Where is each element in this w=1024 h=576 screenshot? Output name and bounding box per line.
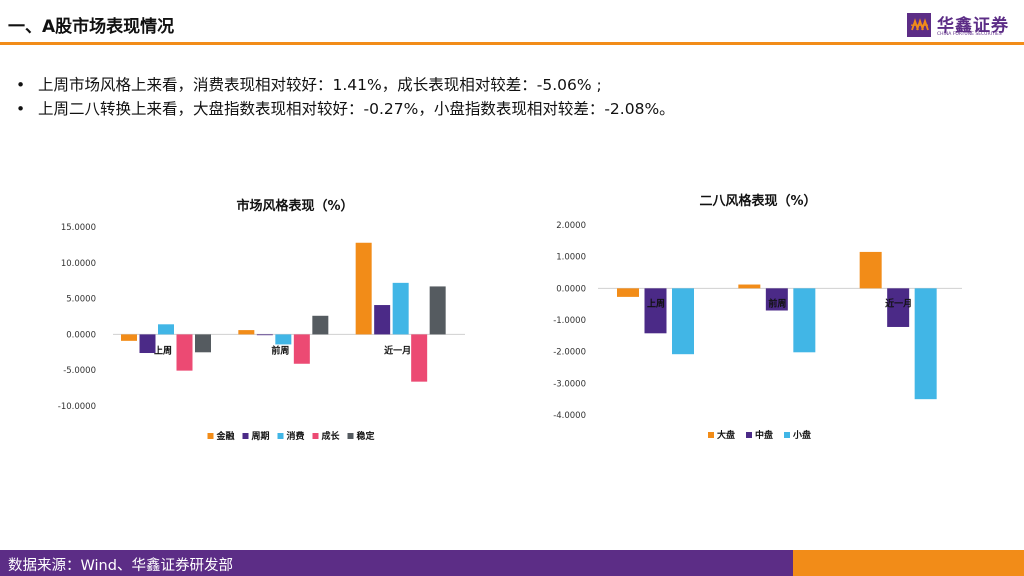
bar-小盘-前周 — [793, 288, 816, 353]
bar-小盘-上周 — [672, 288, 694, 355]
data-source: 数据来源：Wind、华鑫证券研发部 — [8, 558, 233, 574]
bar-中盘-近一月 — [887, 288, 910, 327]
logo-icon — [907, 13, 931, 37]
bar-中盘-上周 — [644, 288, 667, 334]
y-tick-label: -1.0000 — [553, 316, 586, 326]
chart-title: 市场风格表现（%） — [236, 198, 353, 214]
bar-成长-近一月 — [411, 334, 428, 382]
chart-title: 二八风格表现（%） — [699, 193, 816, 209]
bar-中盘-前周 — [765, 288, 788, 311]
category-label: 近一月 — [384, 344, 411, 356]
bullet-item: • 上周市场风格上来看，消费表现相对较好：1.41%，成长表现相对较差：-5.0… — [14, 73, 1004, 97]
legend-label: 消费 — [287, 430, 305, 442]
y-tick-label: 5.0000 — [66, 295, 96, 305]
bar-周期-前周 — [256, 334, 273, 336]
bar-小盘-近一月 — [914, 288, 937, 400]
legend-swatch — [784, 432, 790, 438]
legend-swatch — [312, 433, 319, 439]
legend-swatch — [746, 432, 752, 438]
legend-swatch — [708, 432, 714, 438]
bar-成长-上周 — [176, 334, 193, 371]
bullet-dot: • — [16, 76, 26, 94]
summary-bullets: • 上周市场风格上来看，消费表现相对较好：1.41%，成长表现相对较差：-5.0… — [14, 73, 1004, 121]
bar-消费-近一月 — [392, 282, 409, 335]
y-tick-label: -2.0000 — [553, 348, 586, 358]
category-label: 近一月 — [885, 297, 912, 309]
category-label: 上周 — [154, 344, 172, 356]
page-title: 一、A股市场表现情况 — [8, 17, 175, 37]
bar-消费-前周 — [275, 334, 292, 345]
bar-稳定-近一月 — [429, 286, 446, 335]
y-tick-label: 1.0000 — [556, 253, 586, 263]
bar-周期-上周 — [139, 334, 156, 354]
legend-swatch — [242, 433, 249, 439]
bar-金融-前周 — [238, 330, 255, 335]
legend-label: 大盘 — [717, 429, 735, 441]
legend-label: 成长 — [322, 430, 341, 442]
y-tick-label: -10.0000 — [58, 402, 96, 412]
category-label: 前周 — [271, 344, 289, 356]
legend-label: 周期 — [252, 430, 270, 442]
bullet-text: 上周二八转换上来看，大盘指数表现相对较好：-0.27%，小盘指数表现相对较差：-… — [38, 100, 675, 118]
large-small-cap-chart: 二八风格表现（%） 2.0000 1.0000 0.0000 -1.0000 -2.000… — [520, 180, 980, 450]
category-label: 上周 — [647, 297, 665, 309]
legend-swatch — [207, 433, 214, 439]
bullet-text: 上周市场风格上来看，消费表现相对较好：1.41%，成长表现相对较差：-5.06%… — [38, 76, 602, 94]
y-tick-label: 10.0000 — [61, 259, 96, 269]
bar-周期-近一月 — [374, 305, 391, 335]
y-tick-label: 15.0000 — [61, 223, 96, 233]
legend-swatch — [277, 433, 284, 439]
bar-大盘-上周 — [617, 288, 639, 297]
bar-成长-前周 — [293, 334, 310, 364]
footer-bar-purple — [0, 550, 793, 576]
y-tick-label: 0.0000 — [556, 284, 586, 294]
legend-label: 金融 — [216, 430, 235, 442]
footer: 数据来源：Wind、华鑫证券研发部 — [0, 550, 1024, 576]
bar-金融-近一月 — [355, 242, 372, 335]
large-small-cap-chart-svg: 二八风格表现（%） 2.0000 1.0000 0.0000 -1.0000 -2.000… — [553, 193, 962, 441]
header: 一、A股市场表现情况 华鑫证券 CHINA FORTUNE SECURITIES — [0, 0, 1024, 45]
footer-bar-orange — [793, 550, 1024, 576]
bullet-dot: • — [16, 100, 26, 118]
legend-label: 稳定 — [357, 430, 376, 442]
legend-label: 小盘 — [792, 429, 811, 441]
y-tick-label: -5.0000 — [63, 366, 96, 376]
category-label: 前周 — [768, 297, 786, 309]
logo-subtitle: CHINA FORTUNE SECURITIES — [937, 32, 1002, 37]
brand-logo: 华鑫证券 CHINA FORTUNE SECURITIES — [907, 11, 1019, 39]
y-tick-label: -4.0000 — [553, 411, 586, 421]
bar-大盘-前周 — [738, 284, 761, 289]
bar-消费-上周 — [158, 324, 174, 335]
legend-swatch — [347, 433, 354, 439]
y-tick-label: 2.0000 — [556, 221, 586, 231]
y-tick-label: -3.0000 — [553, 379, 586, 389]
y-tick-label: 0.0000 — [66, 330, 96, 340]
market-style-chart: 市场风格表现（%） 15.0000 10.0000 5.0000 0.0000 -5.00… — [50, 185, 480, 450]
bar-大盘-近一月 — [859, 251, 882, 289]
bullet-item: • 上周二八转换上来看，大盘指数表现相对较好：-0.27%，小盘指数表现相对较差… — [14, 97, 1004, 121]
header-divider — [0, 42, 1024, 45]
legend-label: 中盘 — [755, 429, 773, 441]
logo-name: 华鑫证券 — [937, 16, 1009, 36]
bar-金融-上周 — [121, 334, 137, 341]
bar-稳定-上周 — [195, 334, 211, 353]
bar-稳定-前周 — [312, 315, 329, 335]
market-style-chart-svg: 市场风格表现（%） 15.0000 10.0000 5.0000 0.0000 -5.00… — [58, 198, 465, 442]
